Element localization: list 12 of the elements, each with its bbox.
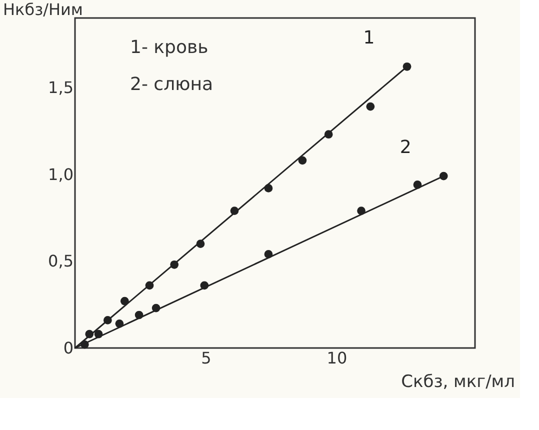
annotation: 1- кровь: [130, 37, 208, 58]
y-tick-label: 0: [63, 338, 74, 358]
y-axis-title: Hкбз/Hим: [3, 0, 83, 19]
annotation: 2- слюна: [130, 74, 214, 95]
x-tick-label: 10: [326, 348, 348, 368]
series-label: 2: [400, 137, 412, 158]
x-tick-label: 5: [201, 348, 212, 368]
series-label: 1: [363, 28, 375, 49]
y-tick-label: 1,0: [48, 164, 74, 184]
y-tick-label: 1,5: [48, 78, 74, 97]
x-axis-title: Cкбз, мкг/мл: [401, 372, 515, 392]
y-tick-label: 0,5: [48, 252, 74, 271]
